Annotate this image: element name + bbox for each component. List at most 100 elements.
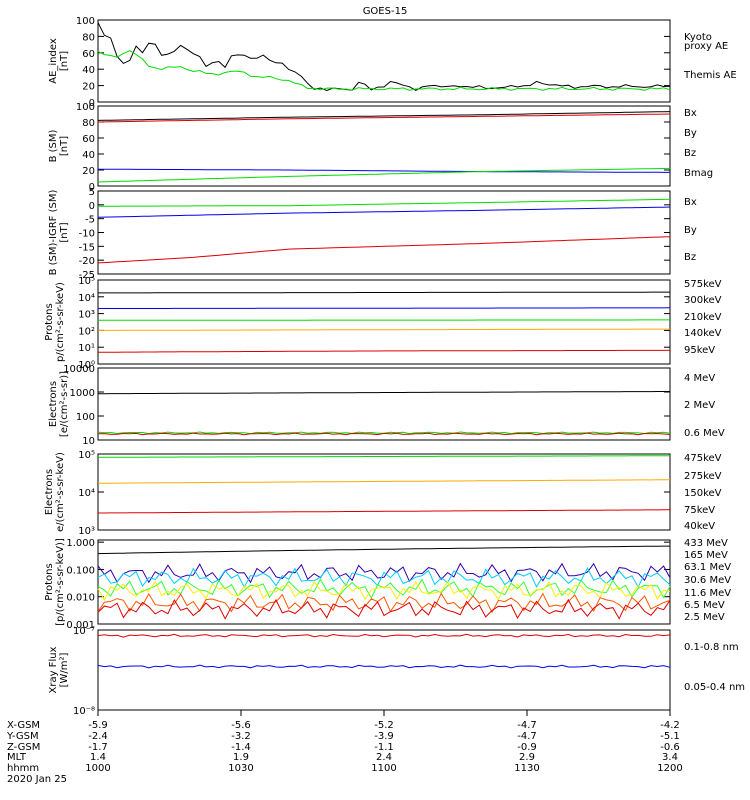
ephemeris-value: 1.4 — [90, 752, 106, 763]
y-tick-label: 0 — [89, 98, 95, 109]
series-line — [98, 168, 670, 173]
legend-entry: By — [684, 225, 697, 236]
chart-title: GOES-15 — [363, 6, 408, 17]
y-tick-label: 40 — [82, 65, 95, 76]
series-line — [97, 592, 671, 614]
legend-entry: 150keV — [684, 488, 722, 499]
y-tick-label: 10³ — [78, 526, 95, 537]
y-tick-label: -15 — [79, 242, 95, 253]
y-tick-label: 10⁵ — [78, 450, 95, 461]
legend-entry: 300keV — [684, 295, 722, 306]
legend-entry: By — [684, 128, 697, 139]
series-line — [98, 391, 670, 395]
plot-frame — [97, 629, 671, 711]
ephemeris-value: -3.2 — [231, 731, 251, 742]
ephemeris-value: -0.9 — [517, 742, 537, 753]
series-line — [97, 545, 670, 555]
ephemeris-value: -1.7 — [88, 742, 108, 753]
panel-bigrf: 5 0 -5 -10 -15 -20 -25 B (SM)-IGRF (SM) [nT] Bx By… — [48, 187, 697, 281]
y-axis-label: [e/(cm²-s-sr)] — [59, 371, 70, 437]
y-tick-label: 20 — [82, 166, 95, 177]
y-tick-label: 40 — [82, 150, 95, 161]
series-line — [98, 509, 670, 514]
panel-electrons_maged: 10³ 10⁴ 10⁵ Electrons e/(cm²-s-sr-keV) 475keV… — [44, 450, 722, 537]
series-line — [98, 479, 670, 484]
legend-entry: 11.6 MeV — [684, 588, 731, 599]
ephemeris-value: 1030 — [228, 763, 253, 774]
y-axis-label: Protons — [44, 563, 55, 600]
ephemeris-value: 1200 — [657, 763, 682, 774]
y-axis-label: Protons — [44, 303, 55, 340]
plot-frame — [97, 453, 671, 531]
series-line — [97, 349, 671, 353]
y-tick-label: 100 — [76, 16, 95, 27]
legend-entry: 210keV — [684, 312, 722, 323]
y-axis-label: p/(cm²-s-sr-keV) — [55, 282, 66, 362]
ephemeris-value: -4.2 — [660, 720, 680, 731]
y-tick-label: -20 — [79, 256, 95, 267]
ephemeris-value: -5.9 — [88, 720, 108, 731]
y-tick-label: 10 — [82, 436, 95, 447]
series-line — [97, 50, 671, 91]
legend-entry: 4 MeV — [684, 373, 715, 384]
ephemeris-value: -4.7 — [517, 731, 537, 742]
plot-frame — [97, 105, 671, 187]
series-line — [97, 236, 671, 264]
legend-entry: 0.6 MeV — [684, 428, 725, 439]
legend-entry: Bx — [684, 197, 697, 208]
y-tick-label: 10⁻⁷ — [73, 626, 95, 637]
ephemeris-value: -5.1 — [660, 731, 680, 742]
ephemeris-value: -5.2 — [374, 720, 394, 731]
legend-entry: Bz — [684, 252, 696, 263]
ephemeris-value: -0.6 — [660, 742, 680, 753]
ephemeris-value: -1.1 — [374, 742, 394, 753]
y-axis-label: Xray Flux — [48, 646, 59, 693]
legend-entry: 575keV — [684, 279, 722, 290]
series-line — [97, 633, 671, 638]
series-line — [97, 580, 671, 601]
y-tick-label: 10⁻⁸ — [73, 706, 95, 717]
legend-entry: 40keV — [684, 521, 715, 532]
y-tick-label: -25 — [79, 270, 95, 281]
panel-protons_mag: 10⁰ 10¹ 10² 10³ 10⁴ 10⁵ Protons p/(cm²-s-sr-keV… — [44, 276, 722, 371]
panel-xray: 10⁻⁷ 10⁻⁸ Xray Flux [W/m²] 0.1-0.8 nm 0.05-0.… — [48, 626, 745, 717]
series-line — [97, 664, 671, 669]
panel-bsm: 0 20 40 60 80 100 B (SM) [nT] Bx By Bz Bmag — [48, 102, 713, 193]
y-tick-label: 100 — [76, 102, 95, 113]
y-tick-label: 0 — [89, 201, 95, 212]
series-line — [98, 307, 671, 309]
y-tick-label: 20 — [82, 82, 95, 93]
legend-entry: Themis AE — [683, 70, 737, 81]
plot-frame — [97, 19, 671, 103]
legend-entry: Bmag — [684, 168, 713, 179]
y-axis-label: Electrons — [44, 469, 55, 515]
ephemeris-label: X-GSM — [7, 720, 40, 731]
series-line — [97, 167, 671, 183]
ephemeris-value: 1100 — [371, 763, 396, 774]
y-tick-label: -10 — [79, 229, 95, 240]
y-tick-label: 100 — [76, 412, 95, 423]
ephemeris-value: 1000 — [85, 763, 110, 774]
series-line — [97, 562, 671, 584]
legend-entry: Kyoto — [684, 32, 712, 43]
ephemeris-label: Y-GSM — [6, 731, 39, 742]
y-tick-label: 10³ — [78, 310, 95, 321]
legend-entry: 75keV — [684, 505, 715, 516]
series-line — [97, 578, 671, 600]
y-axis-label: [W/m²] — [59, 652, 70, 687]
legend-entry: 63.1 MeV — [684, 562, 731, 573]
ephemeris-value: -3.9 — [374, 731, 394, 742]
ephemeris-value: -2.4 — [88, 731, 108, 742]
series-line — [98, 328, 670, 331]
legend-entry: 2.5 MeV — [684, 612, 725, 623]
series-line — [98, 455, 671, 458]
y-tick-label: -5 — [85, 215, 95, 226]
y-tick-label: 0.001 — [66, 620, 95, 631]
y-tick-label: 60 — [82, 134, 95, 145]
plot-frame — [97, 279, 671, 365]
legend-entry: Bz — [684, 148, 696, 159]
series-line — [97, 206, 671, 218]
